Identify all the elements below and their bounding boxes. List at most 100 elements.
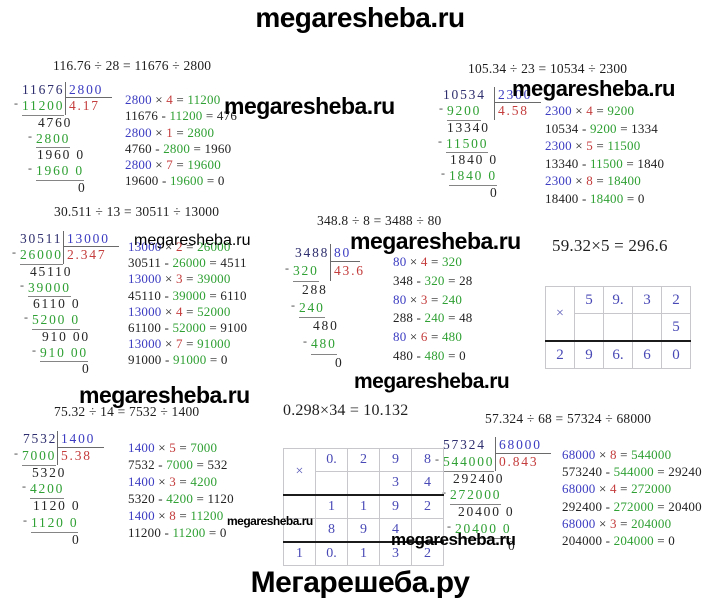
note-digit: 4 bbox=[420, 254, 428, 269]
subtracted-value: 9200 bbox=[447, 103, 482, 121]
note-multiply-operator: × bbox=[151, 157, 167, 173]
note-subtrahend: 272000 bbox=[613, 498, 654, 514]
note-equals: = bbox=[182, 271, 198, 287]
note-equals: = bbox=[182, 239, 198, 254]
note-subtrahend: 91000 bbox=[172, 352, 207, 368]
quotient: 4.58 bbox=[498, 103, 529, 119]
step-value: 39000 bbox=[28, 280, 71, 298]
grid-cell: 2 bbox=[661, 286, 691, 314]
step-value: 45110 bbox=[30, 263, 73, 279]
note-subtrahend: 544000 bbox=[613, 464, 654, 480]
division-head-row: 3488 80 bbox=[275, 244, 374, 263]
note-subtrahend: 4200 bbox=[166, 491, 194, 506]
long-division-bracket: 11676 2800-11200 4.17 4760-2800 1960 0-1960 … bbox=[8, 82, 113, 196]
equation: 0.298×34 = 10.132 bbox=[283, 402, 409, 419]
note-digit: 4 bbox=[166, 92, 173, 107]
note-product: 11500 bbox=[607, 138, 641, 153]
note-digit: 5 bbox=[169, 440, 176, 455]
minus-sign: - bbox=[28, 161, 32, 176]
note-line: 30511 - 26000 = 4511 bbox=[128, 255, 247, 271]
note-difference: = 0 bbox=[444, 347, 466, 363]
note-digit: 5 bbox=[586, 138, 593, 153]
dividend: 30511 bbox=[20, 231, 63, 246]
note-subtrahend: 52000 bbox=[172, 320, 206, 336]
step-value: 0 bbox=[335, 354, 344, 370]
step-value: 11500 bbox=[446, 136, 489, 154]
equation: 116.76 ÷ 28 = 11676 ÷ 2800 bbox=[53, 58, 212, 73]
note-minuend: 348 - bbox=[393, 272, 425, 288]
note-line: 2300 × 8 = 18400 bbox=[545, 172, 664, 190]
site-title-bottom: Мегарешеба.ру bbox=[250, 566, 470, 599]
quotient-cell: 2.347 bbox=[63, 247, 115, 264]
note-minuend: 13340 - bbox=[545, 155, 590, 171]
note-product: 320 bbox=[441, 254, 463, 269]
division-step-row: 0 bbox=[82, 361, 119, 377]
grid-cell: 9 bbox=[379, 494, 412, 519]
minus-sign: - bbox=[20, 277, 24, 292]
division-step-row: 20400 0 bbox=[458, 504, 551, 521]
note-equals: = bbox=[182, 303, 198, 319]
note-digit: 3 bbox=[609, 515, 617, 531]
quotient: 2.347 bbox=[67, 247, 107, 263]
divisor-cell: 13000 bbox=[63, 231, 119, 248]
division-step-row: -1840 0 bbox=[441, 166, 541, 186]
note-multiply-operator: × bbox=[571, 173, 587, 188]
divisor-cell: 1400 bbox=[57, 431, 105, 448]
note-line: 68000 × 4 = 272000 bbox=[562, 480, 702, 497]
note-line: 45110 - 39000 = 6110 bbox=[128, 288, 247, 304]
note-difference: = 48 bbox=[444, 310, 473, 326]
note-product: 204000 bbox=[631, 515, 672, 531]
note-product: 240 bbox=[441, 291, 463, 307]
note-line: 68000 × 8 = 544000 bbox=[562, 446, 702, 463]
grid-cell bbox=[283, 518, 316, 543]
note-digit: 8 bbox=[586, 173, 593, 188]
note-divisor: 68000 bbox=[562, 515, 596, 531]
quotient-cell: 0.843 bbox=[495, 453, 547, 471]
division-step-row: -4200 bbox=[22, 479, 104, 500]
grid-cell: 9 bbox=[347, 518, 380, 543]
note-digit: 3 bbox=[169, 474, 176, 489]
note-line: 2800 × 4 = 11200 bbox=[125, 92, 237, 108]
division-step-row: -1960 0 bbox=[28, 161, 112, 181]
note-equals: = bbox=[427, 329, 442, 345]
note-multiply-operator: × bbox=[154, 440, 170, 455]
division-step-row: -480 bbox=[303, 334, 374, 355]
note-line: 10534 - 9200 = 1334 bbox=[545, 120, 664, 138]
step-value: 1960 0 bbox=[37, 147, 85, 163]
minus-sign: - bbox=[442, 485, 446, 500]
note-subtrahend: 204000 bbox=[613, 533, 654, 549]
note-line: 80 × 3 = 240 bbox=[393, 291, 472, 310]
grid-cell: 3 bbox=[632, 286, 662, 314]
note-difference: = 29240 bbox=[653, 464, 702, 480]
grid-cell: 8 bbox=[315, 518, 348, 543]
watermark: megaresheba.ru bbox=[350, 228, 521, 254]
note-divisor: 13000 bbox=[128, 271, 162, 287]
step-value: 272000 bbox=[450, 487, 502, 506]
long-division-bracket: 57324 68000-544000 0.843 292400-272000 20400… bbox=[435, 437, 551, 555]
grid-cell: 5 bbox=[574, 286, 604, 314]
note-minuend: 91000 - bbox=[128, 352, 173, 368]
note-multiply-operator: × bbox=[154, 474, 170, 489]
step-value: 240 bbox=[299, 299, 325, 319]
note-divisor: 2800 bbox=[125, 92, 152, 107]
grid-cell bbox=[603, 313, 633, 342]
step-value: 4760 bbox=[38, 114, 73, 130]
note-difference: = 0 bbox=[623, 190, 645, 206]
step-value: 20400 0 bbox=[455, 521, 512, 539]
note-line: 13340 - 11500 = 1840 bbox=[545, 155, 664, 173]
note-line: 13000 × 2 = 26000 bbox=[128, 239, 247, 255]
note-difference: = 0 bbox=[205, 525, 227, 540]
note-multiply-operator: × bbox=[161, 336, 176, 352]
note-multiply-operator: × bbox=[406, 291, 421, 307]
division-step-row: -272000 bbox=[442, 485, 551, 506]
note-line: 480 - 480 = 0 bbox=[393, 347, 472, 366]
multiply-icon: × bbox=[556, 306, 564, 321]
note-digit: 4 bbox=[609, 481, 617, 497]
grid-row: × 0. 2 9 8 bbox=[283, 448, 444, 496]
note-digit: 4 bbox=[586, 103, 593, 118]
equation: 75.32 ÷ 14 = 7532 ÷ 1400 bbox=[54, 404, 200, 419]
multiplication-59.32-by-5: 59.32×5 = 296.6 × 5 9. 3 2 5 2 9 6. 6 0 bbox=[545, 236, 691, 369]
step-value: 1840 0 bbox=[449, 168, 497, 186]
first-subtrahend-cell: -320 bbox=[275, 261, 330, 282]
note-digit: 8 bbox=[169, 508, 176, 523]
